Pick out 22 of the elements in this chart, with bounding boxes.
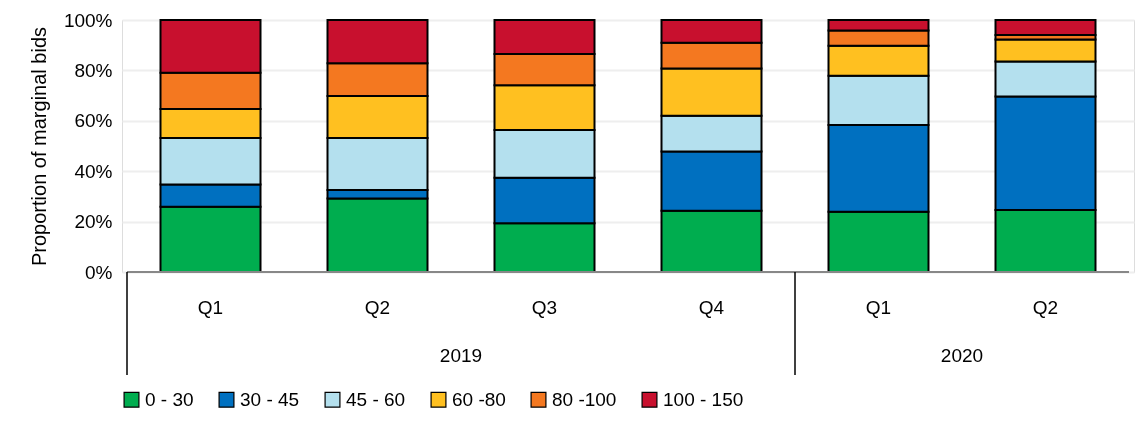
legend-label: 80 -100 [552, 388, 617, 410]
bar [994, 19, 1097, 37]
legend-label: 30 - 45 [240, 388, 300, 410]
x-tick-label: Q1 [197, 297, 224, 318]
y-tick-label: 60% [74, 110, 113, 132]
y-tick-label: 0% [85, 261, 113, 283]
text: 2020 [940, 345, 984, 366]
y-tick-label: 100% [63, 9, 113, 31]
y-tick-label: 20% [74, 211, 113, 233]
x-tick-label: Q1 [865, 297, 892, 318]
legend-label: 0 - 30 [145, 388, 194, 410]
legend-label: 100 - 150 [663, 388, 744, 410]
x-tick-label: Q2 [364, 297, 391, 318]
legend-label: 60 -80 [452, 388, 506, 410]
text: 2019 [439, 345, 483, 366]
y-tick-label: 80% [74, 59, 113, 81]
legend-label: 45 - 60 [346, 388, 406, 410]
x-tick-label: Q4 [698, 297, 725, 318]
y-axis-title: Proportion of marginal bids [27, 26, 50, 267]
x-tick-label: Q3 [531, 297, 558, 318]
y-tick-label: 40% [74, 160, 113, 182]
x-tick-label: Q2 [1032, 297, 1059, 318]
